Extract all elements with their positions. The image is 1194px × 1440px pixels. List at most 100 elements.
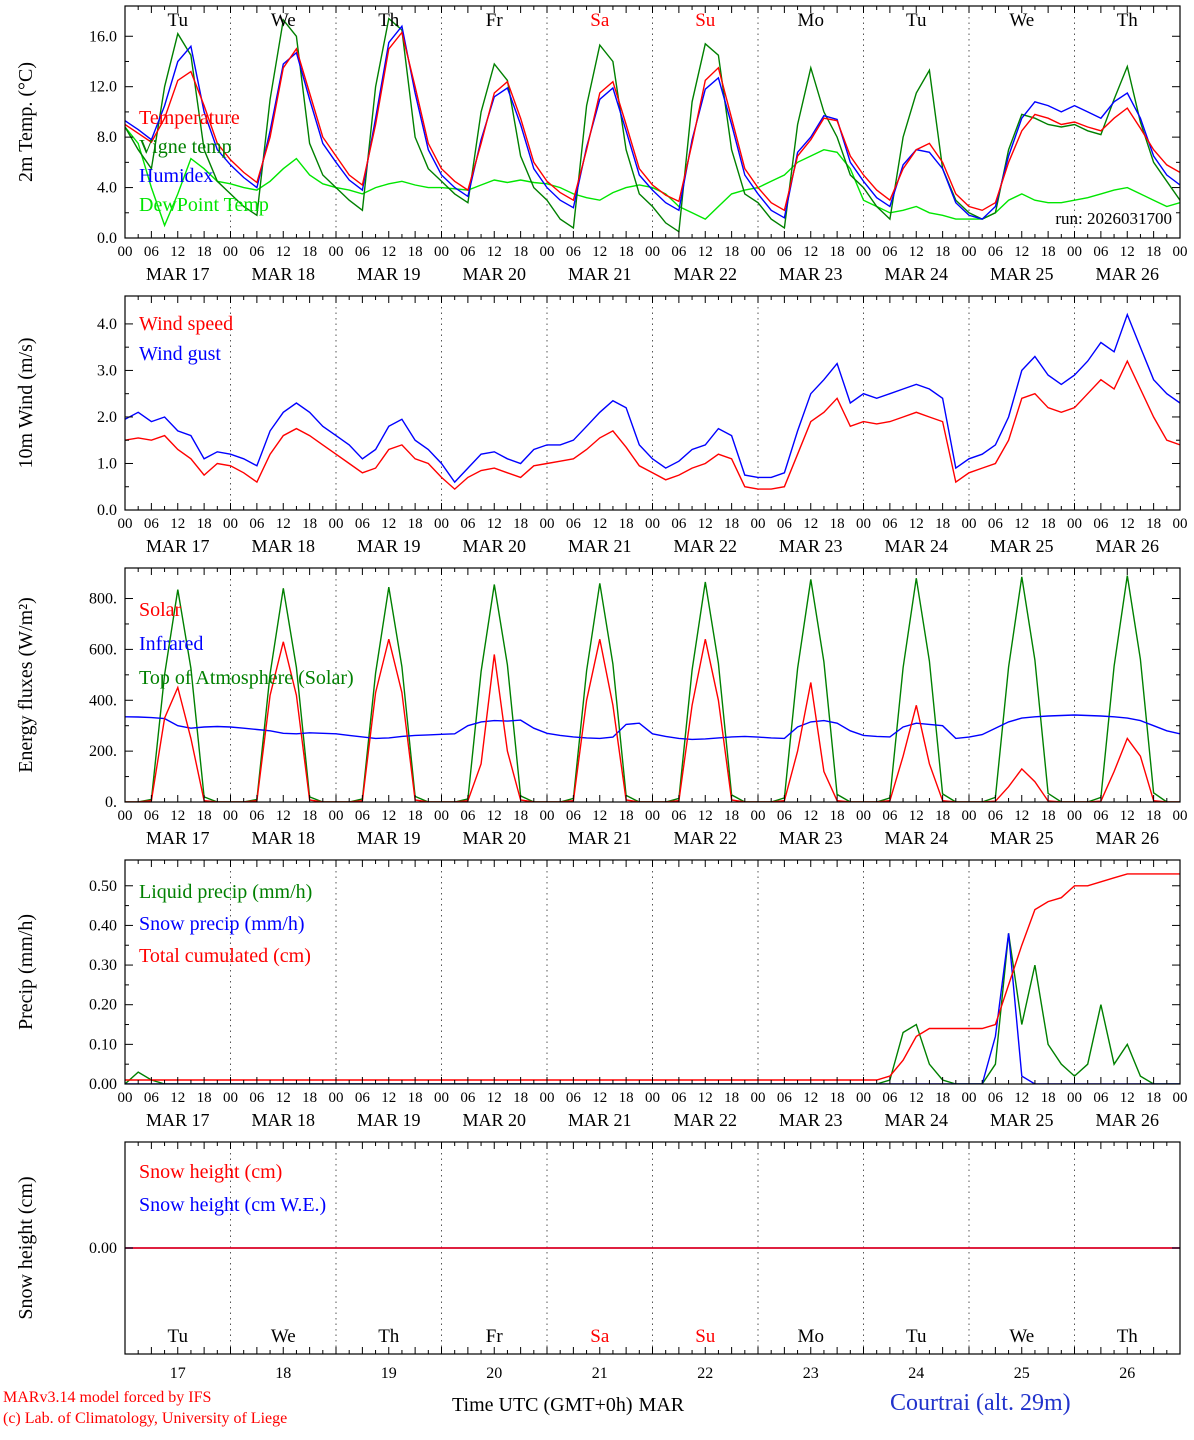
date-label: MAR 22: [673, 264, 737, 284]
y-tick-label: 0.30: [89, 957, 117, 974]
date-label: MAR 26: [1095, 536, 1159, 556]
month-label: MAR: [638, 1394, 685, 1416]
time-axis-title: Time UTC (GMT+0h) MAR: [452, 1394, 690, 1417]
hour-label: 00: [434, 516, 449, 532]
y-tick-label: 600.: [89, 641, 117, 658]
hour-label: 00: [1067, 1090, 1082, 1106]
hour-label: 06: [144, 516, 160, 532]
date-label: MAR 25: [990, 536, 1054, 556]
hour-label: 00: [1173, 1090, 1188, 1106]
date-label: MAR 23: [779, 536, 843, 556]
bottom-day-number: 19: [381, 1365, 397, 1382]
hour-label: 12: [1014, 516, 1029, 532]
y-axis-label-snow: Snow height (cm): [15, 1176, 37, 1319]
hour-label: 06: [460, 808, 476, 824]
hour-label: 06: [144, 808, 160, 824]
hour-label: 00: [118, 244, 133, 260]
hour-label: 12: [592, 808, 607, 824]
hour-label: 12: [592, 244, 607, 260]
hour-label: 18: [830, 244, 845, 260]
top-day-name: Mo: [798, 10, 824, 31]
hour-label: 06: [566, 244, 582, 260]
hour-label: 18: [935, 1090, 950, 1106]
hour-label: 00: [1173, 516, 1188, 532]
series-humidex: [125, 24, 1180, 220]
hour-label: 18: [1041, 244, 1056, 260]
hour-label: 18: [408, 808, 423, 824]
hour-label: 18: [408, 1090, 423, 1106]
hour-label: 12: [909, 1090, 924, 1106]
hour-label: 06: [882, 808, 898, 824]
y-tick-label: 0.10: [89, 1036, 117, 1053]
hour-label: 12: [487, 244, 502, 260]
y-tick-label: 0.20: [89, 997, 117, 1014]
date-label: MAR 19: [357, 1110, 421, 1130]
hour-label: 00: [329, 516, 344, 532]
date-label: MAR 22: [673, 828, 737, 848]
hour-label: 18: [513, 808, 528, 824]
hour-label: 06: [671, 808, 687, 824]
hour-label: 00: [223, 1090, 238, 1106]
date-label: MAR 24: [884, 264, 948, 284]
y-axis-label-energy: Energy fluxes (W/m²): [15, 597, 37, 773]
date-label: MAR 24: [884, 536, 948, 556]
top-day-name: We: [1009, 10, 1034, 31]
hour-label: 06: [777, 1090, 793, 1106]
y-tick-label: 0.0: [97, 502, 117, 519]
hour-label: 18: [935, 244, 950, 260]
top-day-name: Tu: [906, 10, 927, 31]
hour-label: 06: [671, 516, 687, 532]
hour-label: 12: [803, 244, 818, 260]
hour-label: 06: [249, 1090, 265, 1106]
hour-label: 00: [118, 808, 133, 824]
hour-label: 00: [434, 244, 449, 260]
hour-label: 12: [170, 808, 185, 824]
hour-label: 06: [1093, 244, 1109, 260]
legend-temp-3: DewPoint Temp: [139, 194, 269, 216]
hour-label: 00: [329, 1090, 344, 1106]
hour-label: 00: [540, 808, 555, 824]
legend-energy-2: Top of Atmosphere (Solar): [139, 667, 354, 689]
top-day-name: We: [271, 10, 296, 31]
hour-label: 06: [882, 244, 898, 260]
hour-label: 18: [1041, 808, 1056, 824]
bottom-day-name: Tu: [168, 1326, 189, 1347]
hour-label: 18: [197, 808, 212, 824]
hour-label: 18: [1146, 516, 1161, 532]
hour-label: 06: [460, 244, 476, 260]
date-label: MAR 24: [884, 1110, 948, 1130]
temp-chart: 0.0 4.0 8.0 12.0 16.0 2m Temp. (°C) Temperatur…: [15, 5, 1188, 284]
date-label: MAR 17: [146, 828, 210, 848]
legend-precip-2: Total cumulated (cm): [139, 945, 311, 967]
date-label: MAR 20: [462, 1110, 526, 1130]
hour-label: 18: [1146, 244, 1161, 260]
hour-label: 12: [381, 516, 396, 532]
series-dewpoint-temp: [125, 126, 1180, 228]
hour-label: 00: [751, 516, 766, 532]
date-label: MAR 25: [990, 828, 1054, 848]
hour-label: 00: [1173, 808, 1188, 824]
snow-chart: 0.00 Snow height (cm) Snow height (cm) Snow…: [15, 1141, 1181, 1382]
y-axis-label-precip: Precip (mm/h): [15, 914, 37, 1030]
hour-label: 18: [1146, 808, 1161, 824]
hour-label: 12: [1120, 516, 1135, 532]
hour-label: 06: [1093, 1090, 1109, 1106]
hour-label: 12: [276, 808, 291, 824]
hour-label: 00: [751, 1090, 766, 1106]
y-tick-label: 0.50: [89, 878, 117, 895]
series-wind-gust: [125, 312, 1180, 484]
y-tick-label: 1.0: [97, 455, 117, 472]
hour-label: 18: [302, 516, 317, 532]
bottom-day-number: 18: [275, 1365, 291, 1382]
hour-label: 12: [276, 1090, 291, 1106]
y-tick-label: 200.: [89, 743, 117, 760]
hour-label: 18: [619, 244, 634, 260]
hour-label: 12: [276, 244, 291, 260]
hour-label: 06: [777, 808, 793, 824]
hour-label: 12: [1014, 808, 1029, 824]
hour-label: 18: [1041, 516, 1056, 532]
bottom-day-number: 22: [697, 1365, 713, 1382]
hour-label: 12: [909, 808, 924, 824]
hour-label: 18: [302, 244, 317, 260]
hour-label: 18: [302, 808, 317, 824]
